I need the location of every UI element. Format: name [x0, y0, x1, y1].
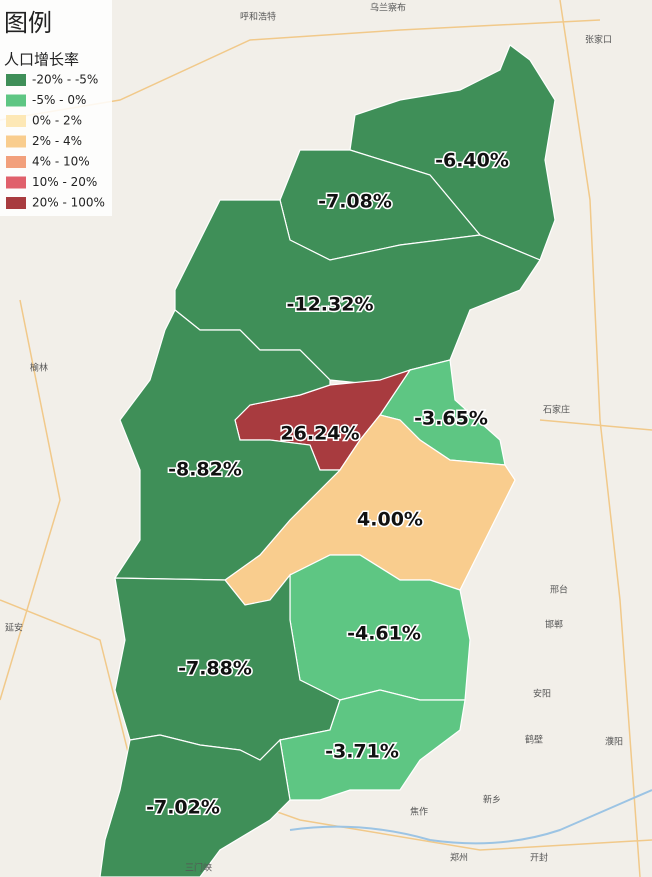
city-label: 鹤壁: [525, 734, 543, 746]
legend-title: 图例: [4, 9, 52, 37]
city-label: 开封: [530, 852, 548, 864]
city-label: 焦作: [410, 806, 428, 818]
region-label: -7.02%: [146, 797, 220, 819]
city-label: 石家庄: [543, 404, 570, 416]
legend-label: 4% - 10%: [32, 155, 90, 169]
city-label: 呼和浩特: [240, 11, 276, 23]
region-label: -6.40%: [435, 150, 509, 172]
region-label: -8.82%: [168, 459, 242, 481]
city-label: 张家口: [585, 34, 612, 46]
legend-label: 20% - 100%: [32, 196, 105, 210]
regions: [99, 44, 556, 877]
region-label: -3.71%: [325, 741, 399, 763]
legend-subtitle: 人口增长率: [4, 51, 79, 69]
city-label: 新乡: [483, 794, 501, 806]
legend-swatch: [6, 156, 26, 168]
city-label: 安阳: [533, 688, 551, 700]
legend-label: -5% - 0%: [32, 93, 86, 107]
city-label: 榆林: [30, 362, 48, 374]
city-label: 郑州: [450, 852, 468, 864]
city-label: 延安: [5, 622, 23, 634]
region: [113, 309, 342, 581]
city-label: 乌兰察布: [370, 2, 406, 14]
city-label: 邯郸: [545, 619, 563, 631]
river: [289, 789, 652, 845]
legend-label: -20% - -5%: [32, 73, 98, 87]
legend-label: 0% - 2%: [32, 114, 82, 128]
region-label: 26.24%: [280, 423, 359, 445]
legend-swatch: [6, 94, 26, 107]
legend-swatch: [6, 135, 26, 148]
legend-swatch: [6, 115, 26, 127]
region: [99, 734, 291, 877]
region-label: -12.32%: [286, 294, 373, 316]
city-label: 濮阳: [605, 736, 623, 748]
region-label: -3.65%: [414, 408, 488, 430]
legend-swatch: [6, 176, 26, 189]
region-label: -7.08%: [318, 191, 392, 213]
city-label: 三门峡: [185, 862, 212, 874]
legend: 图例 人口增长率 -20% - -5% -5% - 0% 0% - 2% 2% - 4…: [0, 0, 112, 216]
region-labels: -6.40% -7.08% -12.32% -3.65% 26.24% 4.00…: [145, 148, 511, 820]
legend-label: 2% - 4%: [32, 134, 82, 148]
city-label: 邢台: [550, 584, 568, 596]
region-label: 4.00%: [357, 509, 423, 531]
city-labels: 呼和浩特 乌兰察布 张家口 榆林 延安 石家庄 邢台 邯郸 安阳 鹤壁 濮阳 新…: [5, 2, 623, 874]
legend-swatch: [6, 74, 26, 86]
region-label: -7.88%: [178, 658, 252, 680]
region-label: -4.61%: [347, 623, 421, 645]
legend-label: 10% - 20%: [32, 175, 97, 189]
legend-swatch: [6, 197, 26, 209]
